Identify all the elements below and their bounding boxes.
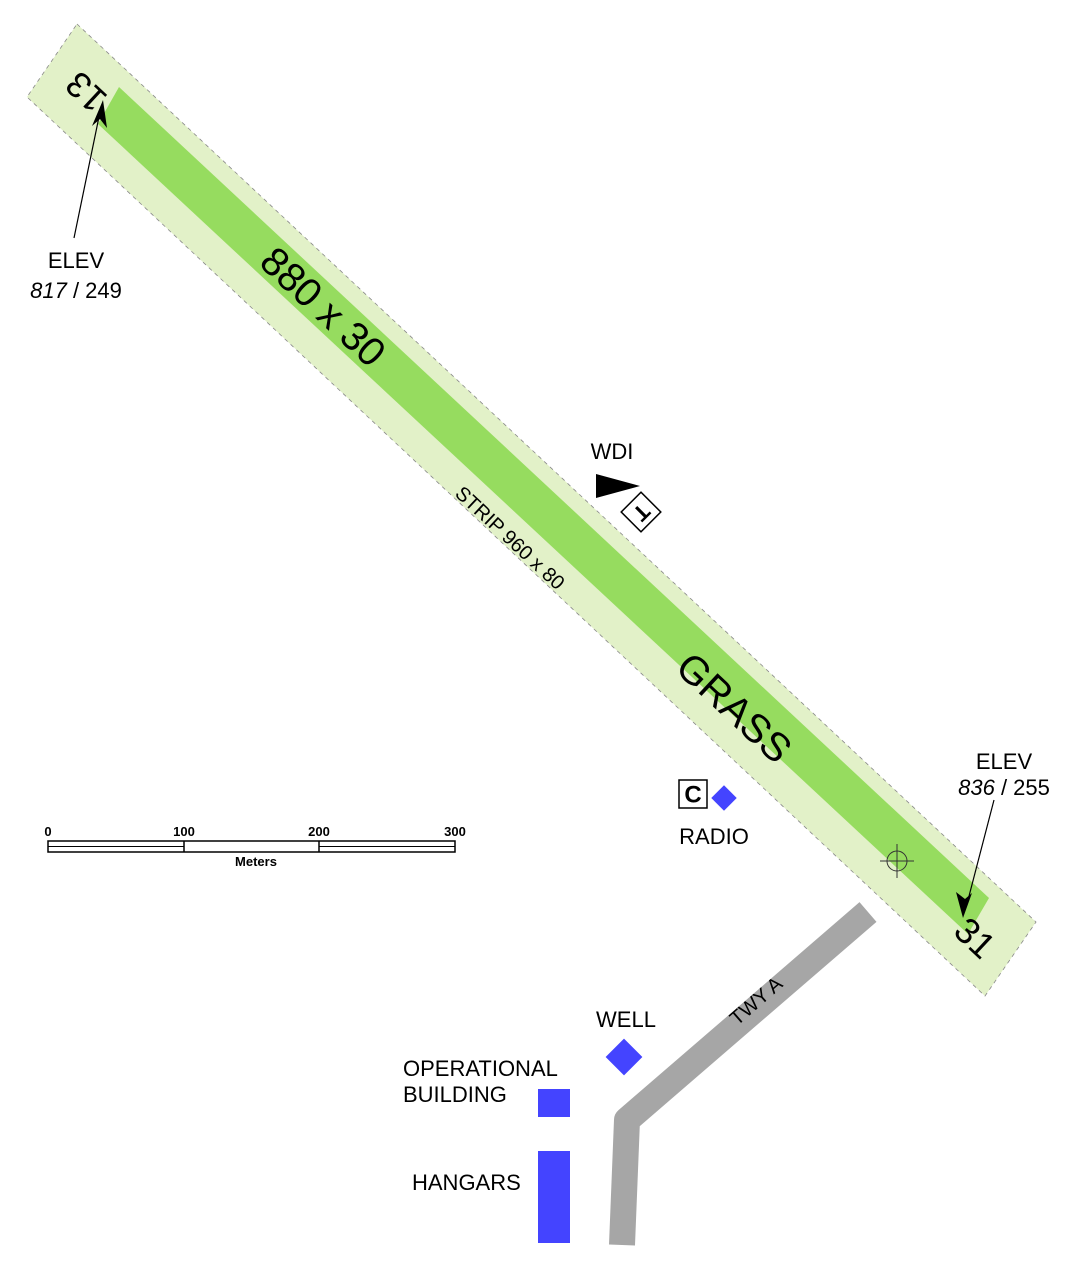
reference-point-icon — [880, 844, 914, 878]
operational-building — [538, 1089, 570, 1117]
taxiway-a — [609, 902, 877, 1246]
elevation-label-se: ELEV — [976, 749, 1033, 774]
elevation-value-se: 836 / 255 — [958, 775, 1050, 800]
elevation-leader-nw — [73, 111, 101, 239]
radio-label: RADIO — [679, 824, 749, 849]
elevation-label-nw: ELEV — [48, 248, 105, 273]
arrowhead-nw-icon — [92, 100, 107, 128]
hangars-building — [538, 1151, 570, 1243]
arrowhead-se-icon — [956, 892, 972, 918]
elevation-meters-se: / 255 — [1001, 775, 1050, 800]
scale-unit: Meters — [235, 854, 277, 869]
landing-tee-icon: T — [620, 491, 662, 533]
operational-building-label-line1: OPERATIONAL — [403, 1056, 558, 1081]
radio-box-letter: C — [684, 781, 701, 808]
well-label: WELL — [596, 1007, 656, 1032]
elevation-feet-nw: 817 — [30, 278, 67, 303]
well-building — [605, 1038, 643, 1076]
wdi-label: WDI — [591, 439, 634, 464]
elevation-leader-se — [967, 799, 995, 901]
operational-building-label-line2: BUILDING — [403, 1082, 507, 1107]
elevation-feet-se: 836 — [958, 775, 995, 800]
radio-building — [711, 785, 737, 811]
scale-tick-0: 0 — [44, 824, 51, 839]
scale-tick-300: 300 — [444, 824, 466, 839]
radio-box — [678, 779, 708, 809]
scale-tick-200: 200 — [308, 824, 330, 839]
hangars-label: HANGARS — [412, 1170, 521, 1195]
scale-bar: 0 100 200 300 Meters — [44, 824, 465, 869]
runway — [98, 87, 989, 934]
elevation-meters-nw: / 249 — [73, 278, 122, 303]
windsock-icon — [596, 474, 640, 498]
scale-tick-100: 100 — [173, 824, 195, 839]
elevation-value-nw: 817 / 249 — [30, 278, 122, 303]
